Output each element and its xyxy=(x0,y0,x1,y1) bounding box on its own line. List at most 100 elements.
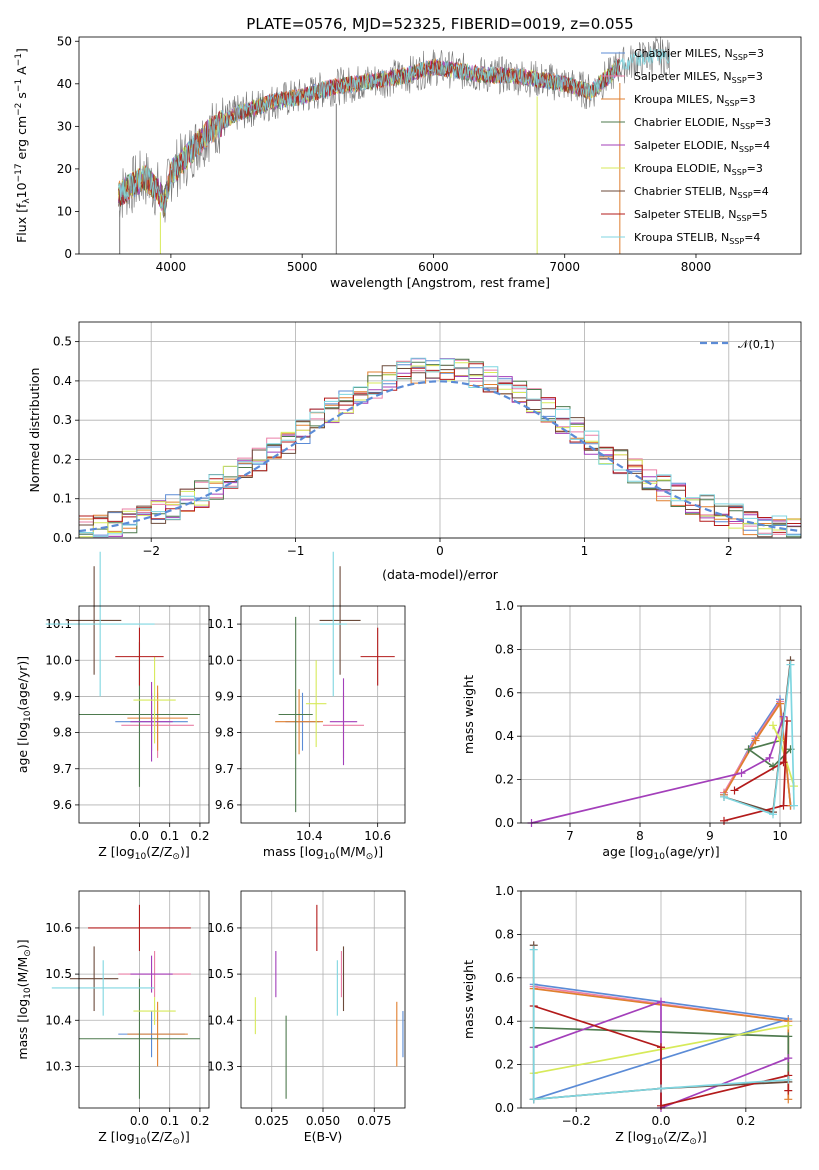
x-tick-label: 0.0 xyxy=(130,1114,149,1128)
x-tick-label: −2 xyxy=(142,544,160,558)
y-tick-label: 10.3 xyxy=(207,1059,234,1073)
y-tick-label: 0.0 xyxy=(495,1101,514,1115)
legend-label: Chabrier MILES, NSSP=3 xyxy=(634,47,764,62)
histogram-kroupa-stelib xyxy=(79,357,801,538)
panel-3: 10.4 10.6 9.6 9.7 9.8 9.9 10.0 10.1 mass [log10(… xyxy=(207,551,406,862)
x-axis-label: Z [log10(Z/Z⊙)] xyxy=(615,1129,706,1147)
weight-marker xyxy=(765,753,774,762)
weight-marker xyxy=(776,736,784,745)
weight-marker xyxy=(784,1054,793,1063)
x-tick-label: 10 xyxy=(772,829,787,843)
x-axis-label: Z [log10(Z/Z⊙)] xyxy=(98,844,189,862)
weight-marker xyxy=(784,1032,793,1041)
y-axis-label: mass weight xyxy=(461,675,476,754)
weight-line-kroupa-stelib xyxy=(723,664,795,816)
y-tick-label: 10.0 xyxy=(45,653,72,667)
errorbar-kroupa-elodie xyxy=(133,997,176,1025)
axes-frame xyxy=(520,605,802,824)
errorbar-chabrier-stelib xyxy=(66,566,122,675)
y-tick-label: 0.6 xyxy=(495,686,514,700)
errorbar-chabrier-elodie xyxy=(278,616,313,813)
y-axis-label: mass weight xyxy=(461,960,476,1039)
y-tick-label: 0.4 xyxy=(53,374,72,388)
weight-line-kroupa-stelib xyxy=(532,949,789,1101)
x-tick-label: 0.2 xyxy=(736,1114,755,1128)
legend-label: Kroupa ELODIE, NSSP=3 xyxy=(634,162,763,177)
legend-label: Salpeter MILES, NSSP=3 xyxy=(634,70,763,85)
axes-frame xyxy=(78,36,802,255)
y-tick-label: 0.2 xyxy=(495,773,514,787)
weight-line-chabrier-elodie xyxy=(746,739,792,768)
y-axis-label: Flux [fλ10−17 erg cm−2 s−1 A−1] xyxy=(14,48,32,243)
y-axis-label: mass [log10(M/M⊙)] xyxy=(15,939,33,1059)
x-tick-label: 8 xyxy=(636,829,644,843)
weight-marker xyxy=(730,786,739,795)
axes-frame xyxy=(78,890,210,1109)
y-tick-label: 0.3 xyxy=(53,413,72,427)
y-tick-label: 1.0 xyxy=(495,884,514,898)
errorbar-salpeter-stelib xyxy=(115,627,164,686)
y-tick-label: 20 xyxy=(57,162,72,176)
weight-marker xyxy=(784,1021,793,1030)
legend-label: Chabrier ELODIE, NSSP=3 xyxy=(634,116,771,131)
x-axis-label: mass [log10(M/M⊙)] xyxy=(263,844,383,862)
weight-marker xyxy=(737,769,746,778)
weight-marker xyxy=(786,660,795,669)
legend-label: Kroupa MILES, NSSP=3 xyxy=(634,93,756,108)
weight-marker xyxy=(657,997,665,1006)
y-tick-label: 10.0 xyxy=(207,653,234,667)
y-tick-label: 9.7 xyxy=(215,762,234,776)
axes-frame xyxy=(240,605,406,824)
y-tick-label: 9.8 xyxy=(215,726,234,740)
errorbar-salpeter-elodie xyxy=(329,678,358,766)
x-tick-label: 8000 xyxy=(681,260,712,274)
weight-marker xyxy=(657,1043,665,1052)
weight-marker xyxy=(769,810,777,819)
weight-marker xyxy=(744,745,753,754)
x-axis-label: wavelength [Angstrom, rest frame] xyxy=(330,275,550,290)
weight-marker xyxy=(720,816,728,825)
model-spectrum-kroupa-stelib xyxy=(118,47,671,213)
legend-label: Salpeter ELODIE, NSSP=4 xyxy=(634,139,770,154)
y-tick-label: 0 xyxy=(64,247,72,261)
x-tick-label: 0.2 xyxy=(190,1114,209,1128)
x-tick-label: 0.0 xyxy=(130,829,149,843)
errorbar-salpeter-elodie xyxy=(130,955,173,993)
panel-2: 0.0 0.1 0.29.69.79.89.910.010.1Z [log10(Z/… xyxy=(15,551,209,862)
panel-5: 0.0 0.1 0.2 10.3 10.4 10.5 10.6 Z [log10(Z/Z⊙)]… xyxy=(15,890,210,1147)
legend-label: 𝒩(0,1) xyxy=(738,338,775,351)
x-tick-label: 7 xyxy=(566,829,574,843)
y-tick-label: 0.6 xyxy=(495,971,514,985)
weight-marker xyxy=(657,1084,665,1093)
y-tick-label: 1.0 xyxy=(495,599,514,613)
x-tick-label: 4000 xyxy=(156,260,187,274)
axes-frame xyxy=(240,890,406,1109)
x-tick-label: 2 xyxy=(725,544,733,558)
y-tick-label: 0.4 xyxy=(495,729,514,743)
y-tick-label: 0.0 xyxy=(495,816,514,830)
errorbar-kroupa-miles xyxy=(127,685,188,751)
x-tick-label: 10.4 xyxy=(296,829,323,843)
weight-line-salpeter-elodie xyxy=(531,716,785,824)
x-tick-label: 0.025 xyxy=(255,1114,289,1128)
y-tick-label: 10.1 xyxy=(207,617,234,631)
x-tick-label: 0.1 xyxy=(160,829,179,843)
y-axis-label: age [log10(age/yr)] xyxy=(15,656,33,773)
normal-curve-line xyxy=(78,380,802,533)
errorbar-chabrier-elodie xyxy=(79,978,200,1099)
y-tick-label: 0.0 xyxy=(53,531,72,545)
y-tick-label: 0.4 xyxy=(495,1014,514,1028)
x-tick-label: 0.075 xyxy=(357,1114,391,1128)
errorbar-chabrier-stelib xyxy=(319,566,361,675)
y-tick-label: 10.4 xyxy=(207,1013,234,1027)
x-tick-label: 0.0 xyxy=(651,1114,670,1128)
panel-4: 7 8 9 10 0.0 0.2 0.4 0.6 0.8 1.0 age [log10(age/yr… xyxy=(461,599,802,862)
weight-marker xyxy=(720,792,728,801)
y-tick-label: 50 xyxy=(57,34,72,48)
x-tick-label: 10.6 xyxy=(364,829,391,843)
y-tick-label: 0.2 xyxy=(495,1058,514,1072)
weight-marker xyxy=(784,1095,793,1104)
errorbar-kroupa-stelib xyxy=(319,551,347,697)
y-tick-label: 9.8 xyxy=(53,726,72,740)
y-tick-label: 0.8 xyxy=(495,642,514,656)
